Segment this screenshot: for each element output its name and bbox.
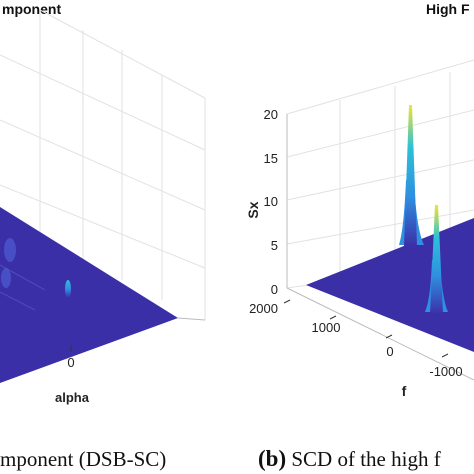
right-panel: High F 20 15 10 5 0 Sx xyxy=(245,1,474,399)
right-f-tick-1000: 1000 xyxy=(312,320,341,335)
right-f-tick-2000: 2000 xyxy=(249,301,278,316)
right-f-ticks: 2000 1000 0 -1000 xyxy=(249,299,463,379)
right-z-tick-20: 20 xyxy=(264,107,278,122)
right-z-tick-5: 5 xyxy=(271,238,278,253)
caption-left-text: mponent (DSB-SC) xyxy=(0,447,167,471)
right-peak-2-spike xyxy=(430,205,443,314)
left-x-tick-label: 0 xyxy=(67,355,74,370)
left-peak-1 xyxy=(4,238,16,262)
right-f-tick-mark-1000 xyxy=(329,315,337,320)
right-z-tick-0: 0 xyxy=(271,282,278,297)
left-back-wall-grid xyxy=(0,9,206,320)
right-z-axis-label: Sx xyxy=(245,201,261,218)
right-z-ticks: 20 15 10 5 0 xyxy=(264,107,278,297)
left-peak-3 xyxy=(65,280,71,298)
left-panel: mponent 0 alpha xyxy=(0,1,206,405)
right-f-tick-mark-minus1000 xyxy=(441,353,449,358)
caption-left: mponent (DSB-SC) xyxy=(0,444,166,474)
left-title: mponent xyxy=(2,1,61,17)
left-surface-peaks xyxy=(0,238,71,311)
left-peak-2 xyxy=(1,268,11,288)
caption-right-letter: (b) xyxy=(258,446,287,471)
right-surface-floor xyxy=(306,218,474,352)
left-x-axis-label: alpha xyxy=(55,390,90,405)
right-f-tick-minus1000: -1000 xyxy=(429,364,462,379)
left-streak-1 xyxy=(0,264,46,291)
right-surface-peaks xyxy=(399,105,448,314)
right-f-tick-0: 0 xyxy=(386,344,393,359)
right-peak-1-spike xyxy=(404,105,417,246)
right-z-tick-10: 10 xyxy=(264,194,278,209)
left-surface-floor xyxy=(0,207,178,383)
right-f-axis-line xyxy=(286,287,474,381)
caption-right-text: SCD of the high f xyxy=(291,447,441,471)
right-z-tick-15: 15 xyxy=(264,151,278,166)
left-streak-2 xyxy=(0,291,36,311)
caption-right: (b) SCD of the high f xyxy=(258,444,441,474)
right-f-axis-label: f xyxy=(402,383,407,399)
left-axis-line xyxy=(177,317,206,321)
right-f-tick-mark-2000 xyxy=(283,299,291,304)
right-title: High F xyxy=(426,1,470,17)
right-f-tick-mark-0 xyxy=(385,334,393,339)
